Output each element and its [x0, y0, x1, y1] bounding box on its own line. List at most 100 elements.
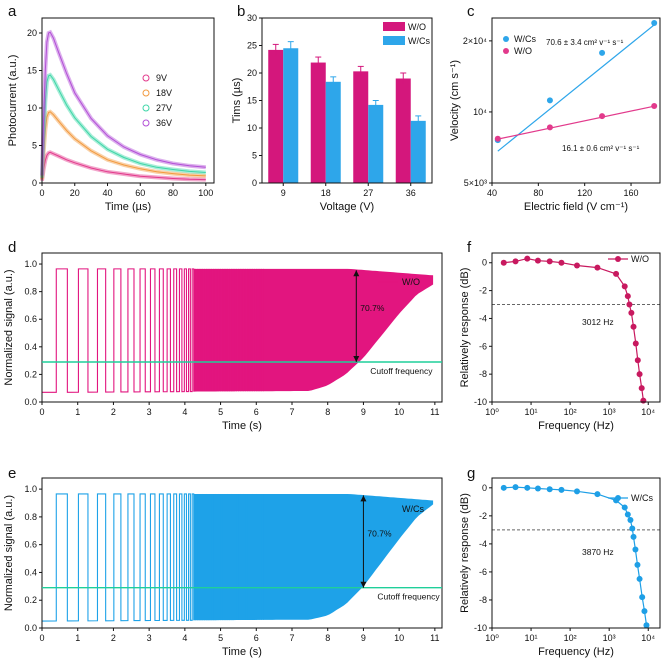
- x-tick-label: 8: [325, 407, 330, 417]
- x-tick-label: 10²: [564, 407, 577, 417]
- plot-frame: [41, 17, 215, 184]
- panel-label-g: g: [467, 465, 475, 482]
- y-tick-label: 1.0: [24, 484, 37, 494]
- panel-label-a: a: [8, 3, 17, 20]
- x-tick-label: 10⁴: [641, 407, 655, 417]
- x-tick-label: 10⁰: [485, 407, 499, 417]
- data-point: [524, 484, 531, 491]
- x-tick-label: 9: [361, 407, 366, 417]
- data-point: [524, 255, 531, 262]
- panel-e: Cutoff frequency 70.7% 0 1 2 3 4 5 6 7 8 9 10 11 0.0 0.…: [3, 465, 443, 658]
- data-point: [634, 561, 641, 568]
- series-line-27V: [40, 72, 206, 178]
- y-axis-label: Tims (µs): [231, 78, 243, 124]
- y-tick-label: 15: [27, 66, 37, 76]
- legend-marker: [615, 256, 621, 262]
- data-point: [534, 257, 541, 264]
- x-tick-label: 18: [321, 188, 331, 198]
- y-tick-label: 0.8: [24, 287, 37, 297]
- y-axis-label: Normalized signal (a.u.): [3, 495, 15, 611]
- legend-marker-W/O: [503, 48, 509, 54]
- y-tick-label: 20: [27, 28, 37, 38]
- x-tick-label: 0: [39, 407, 44, 417]
- x-tick-label: 36: [406, 188, 416, 198]
- y-tick-label: -2: [479, 286, 487, 296]
- bar-W/O-36: [395, 78, 411, 183]
- y-tick-label: -8: [479, 369, 487, 379]
- x-tick-label: 40: [487, 188, 497, 198]
- x-tick-label: 6: [254, 407, 259, 417]
- data-point: [621, 504, 628, 511]
- x-tick-label: 10⁴: [641, 633, 655, 643]
- bar-W/O-9: [268, 49, 284, 184]
- data-point-W/Cs: [546, 97, 553, 104]
- x-axis-label: Time (s): [222, 420, 262, 432]
- y-tick-label: 5: [32, 141, 37, 151]
- data-point: [632, 340, 639, 347]
- legend-label-W/Cs: W/Cs: [408, 36, 430, 46]
- y-tick-label: 0.2: [24, 369, 37, 379]
- y-tick-label: 30: [247, 13, 257, 23]
- legend-label-18V: 18V: [156, 88, 172, 98]
- fit-line-18V: [41, 111, 206, 180]
- data-point: [640, 397, 647, 404]
- data-point-W/O: [546, 124, 553, 131]
- x-tick-label: 2: [111, 633, 116, 643]
- bar-W/O-18: [310, 62, 326, 183]
- x-tick-label: 10: [394, 407, 404, 417]
- data-point-W/Cs: [599, 49, 606, 56]
- panel-b: 9 18 27 36 0 5 10 15 20 25 30 Voltage (V) Tims (µs) W…: [231, 3, 433, 213]
- y-tick-label: -2: [479, 511, 487, 521]
- y-tick-label: 2×10⁴: [463, 36, 487, 46]
- data-point: [632, 546, 639, 553]
- x-tick-label: 80: [533, 188, 543, 198]
- x-tick-label: 60: [135, 188, 145, 198]
- legend-marker-9V: [142, 74, 150, 82]
- y-tick-label: 0: [482, 258, 487, 268]
- x-tick-label: 10: [394, 633, 404, 643]
- x-axis-label: Frequency (Hz): [538, 420, 614, 432]
- x-tick-label: 11: [430, 407, 439, 417]
- plot-frame: [491, 252, 661, 403]
- y-tick-label: 5×10³: [464, 178, 487, 188]
- x-tick-label: 1: [75, 407, 80, 417]
- x-tick-label: 10³: [603, 407, 616, 417]
- x-tick-label: 2: [111, 407, 116, 417]
- x-tick-label: 10¹: [525, 407, 538, 417]
- x-tick-label: 1: [75, 633, 80, 643]
- x-tick-label: 0: [39, 633, 44, 643]
- annotation-mobility-wo: 16.1 ± 0.6 cm² v⁻¹ s⁻¹: [562, 144, 640, 153]
- panel-a: 0 20 40 60 80 100 0 5 10 15 20 Time (µs) Photocurren…: [7, 3, 215, 213]
- cutoff-label: Cutoff frequency: [370, 366, 433, 376]
- y-axis-label: Photocurrent (a.u.): [7, 55, 19, 147]
- legend-label-27V: 27V: [156, 103, 172, 113]
- x-axis-label: Time (µs): [105, 201, 151, 213]
- x-tick-label: 8: [325, 633, 330, 643]
- data-point: [573, 488, 580, 495]
- legend-marker: [615, 495, 621, 501]
- plot-frame: [491, 477, 661, 629]
- x-tick-label: 27: [363, 188, 373, 198]
- fit-line-W/Cs: [497, 24, 655, 152]
- x-axis-label: Electric field (V cm⁻¹): [524, 201, 628, 213]
- x-tick-label: 6: [254, 633, 259, 643]
- data-point: [626, 301, 633, 308]
- x-tick-label: 4: [182, 407, 187, 417]
- legend-label-W/Cs: W/Cs: [631, 493, 653, 503]
- x-tick-label: 100: [198, 188, 213, 198]
- legend-label-W/O: W/O: [631, 254, 649, 264]
- y-tick-label: 0.0: [24, 397, 37, 407]
- data-point: [534, 485, 541, 492]
- y-tick-label: -8: [479, 595, 487, 605]
- data-point: [613, 270, 620, 277]
- y-tick-label: 10: [27, 103, 37, 113]
- bar-W/Cs-36: [410, 120, 426, 183]
- cutoff-label: Cutoff frequency: [377, 592, 440, 602]
- legend-marker-18V: [142, 89, 150, 97]
- data-point-W/O: [651, 102, 658, 109]
- data-point: [636, 371, 643, 378]
- fit-line-36V: [41, 31, 206, 176]
- panel-label-c: c: [467, 3, 475, 20]
- signal-pulses: [41, 493, 195, 622]
- y-tick-label: -4: [479, 539, 487, 549]
